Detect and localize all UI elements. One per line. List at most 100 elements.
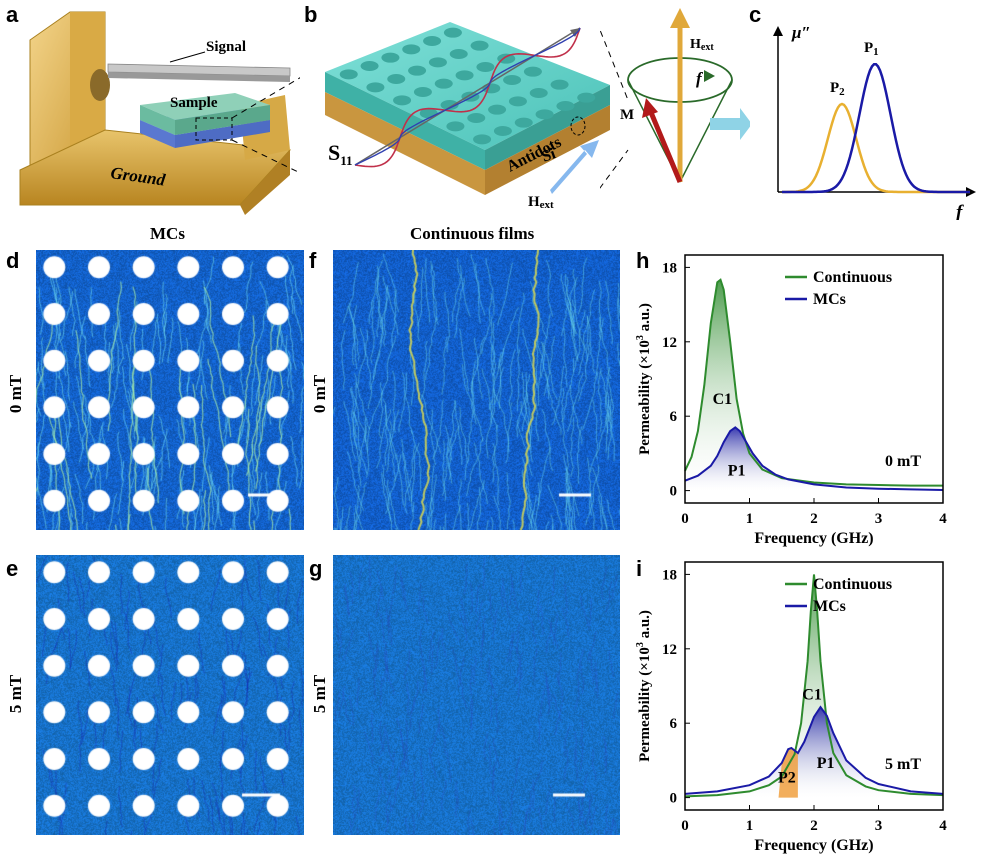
- legend-entry: Continuous: [813, 576, 892, 593]
- antidot-hole: [402, 44, 421, 55]
- x-tick-label: 2: [810, 818, 818, 834]
- antidot-hole: [434, 78, 453, 89]
- row-label-0mt-f: 0 mT: [310, 374, 329, 414]
- c-p1-label: P1: [864, 40, 879, 58]
- x-axis-label: Frequency (GHz): [754, 837, 873, 854]
- y-tick-label: 18: [662, 260, 677, 276]
- field-annotation: 5 mT: [885, 756, 921, 773]
- panel-label-f: f: [309, 248, 317, 273]
- series-line-continuous: [684, 574, 944, 798]
- em-wave: [354, 27, 581, 168]
- f-label: f: [696, 69, 704, 88]
- panel-label-i: i: [636, 556, 643, 581]
- x-tick-label: 3: [875, 511, 883, 527]
- panel-label-d: d: [6, 248, 20, 273]
- antidot-hole: [423, 36, 442, 46]
- antidot-hole: [381, 52, 400, 63]
- hext-label-cone: Hext: [690, 37, 714, 53]
- antidot-hole: [366, 82, 385, 93]
- panel-label-c: c: [749, 2, 762, 27]
- antidot-hole: [556, 101, 575, 111]
- antidot-hole: [497, 53, 516, 64]
- y-tick-label: 18: [662, 567, 677, 583]
- x-tick-label: 0: [681, 511, 689, 527]
- section-mcs: MCs: [150, 224, 185, 243]
- peak-label: P2: [778, 770, 796, 787]
- antidot-hole: [393, 95, 412, 106]
- y-tick-label: 12: [662, 335, 677, 351]
- s11-label: S11: [328, 140, 353, 168]
- antidot-hole: [360, 61, 379, 71]
- y-axis-label: Permeability (×103 a.u.): [635, 303, 653, 455]
- continuous-image-0mt: [333, 250, 620, 530]
- panel-label-a: a: [6, 2, 19, 27]
- antidot-hole: [446, 121, 465, 132]
- antidot-hole: [428, 57, 447, 68]
- panel-label-g: g: [309, 556, 323, 581]
- row-label-5mt-e: 5 mT: [6, 674, 25, 714]
- x-tick-label: 1: [746, 818, 754, 834]
- panel-a-schematic: Signal Sample Ground: [19, 11, 300, 215]
- antidot-hole: [488, 104, 507, 115]
- y-axis-label: Permeability (×103 a.u.): [635, 610, 653, 762]
- sample-label: Sample: [170, 95, 218, 111]
- hext-label-b: Hext: [528, 194, 554, 211]
- antidot-hole: [443, 27, 462, 38]
- panel-label-e: e: [6, 556, 19, 581]
- panel-c-spectrum: μ″ f P1 P2: [773, 23, 976, 220]
- antidot-hole: [523, 66, 542, 77]
- panel-label-h: h: [636, 248, 650, 273]
- antidot-hole: [470, 40, 489, 51]
- antidot-hole: [440, 100, 459, 110]
- legend-entry: Continuous: [813, 269, 892, 286]
- antidot-holes: [339, 27, 596, 145]
- y-tick-label: 0: [670, 484, 678, 500]
- c-ylabel: μ″: [791, 23, 811, 42]
- continuous-image-5mt: [333, 555, 620, 835]
- c-p2-label: P2: [830, 80, 845, 98]
- antidot-hole: [493, 126, 512, 136]
- antidot-hole: [339, 69, 358, 80]
- x-axis-label: Frequency (GHz): [754, 530, 873, 547]
- c-xlabel: f: [956, 202, 964, 220]
- precession-cone: Hext M f: [600, 8, 750, 189]
- y-tick-label: 12: [662, 642, 677, 658]
- x-tick-label: 0: [681, 818, 689, 834]
- y-tick-label: 0: [670, 791, 678, 807]
- peak-label: C1: [713, 391, 733, 408]
- x-tick-label: 4: [939, 511, 947, 527]
- antidot-hole: [449, 49, 468, 59]
- antidot-hole: [476, 62, 495, 72]
- peak-label: C1: [802, 687, 822, 704]
- panel-label-b: b: [304, 2, 318, 27]
- antidot-hole: [413, 87, 432, 97]
- row-label-5mt-g: 5 mT: [310, 674, 329, 714]
- field-annotation: 0 mT: [885, 453, 921, 470]
- panel-b-schematic: S11 Antidots Si Hext: [325, 22, 610, 211]
- mcs-image-0mt: [36, 250, 304, 530]
- antidot-hole: [514, 117, 533, 128]
- mcs-image-5mt: [36, 555, 304, 835]
- series-area-mcs: [685, 427, 943, 491]
- antidot-hole: [461, 91, 480, 102]
- peak-label: P1: [728, 463, 746, 480]
- antidot-hole: [550, 79, 569, 90]
- x-tick-label: 2: [810, 511, 818, 527]
- x-tick-label: 3: [875, 818, 883, 834]
- antidot-hole: [408, 65, 427, 76]
- x-tick-label: 1: [746, 511, 754, 527]
- peak-label: P1: [817, 755, 835, 772]
- y-tick-label: 6: [670, 409, 678, 425]
- antidot-hole: [535, 109, 554, 120]
- m-label: M: [620, 107, 634, 123]
- si-label: Si: [540, 145, 559, 166]
- series-line-mcs: [684, 426, 944, 491]
- antidot-hole: [577, 92, 596, 103]
- antidot-hole: [473, 134, 492, 145]
- series-line-continuous: [684, 278, 943, 487]
- legend-entry: MCs: [813, 598, 846, 615]
- y-tick-label: 6: [670, 716, 678, 732]
